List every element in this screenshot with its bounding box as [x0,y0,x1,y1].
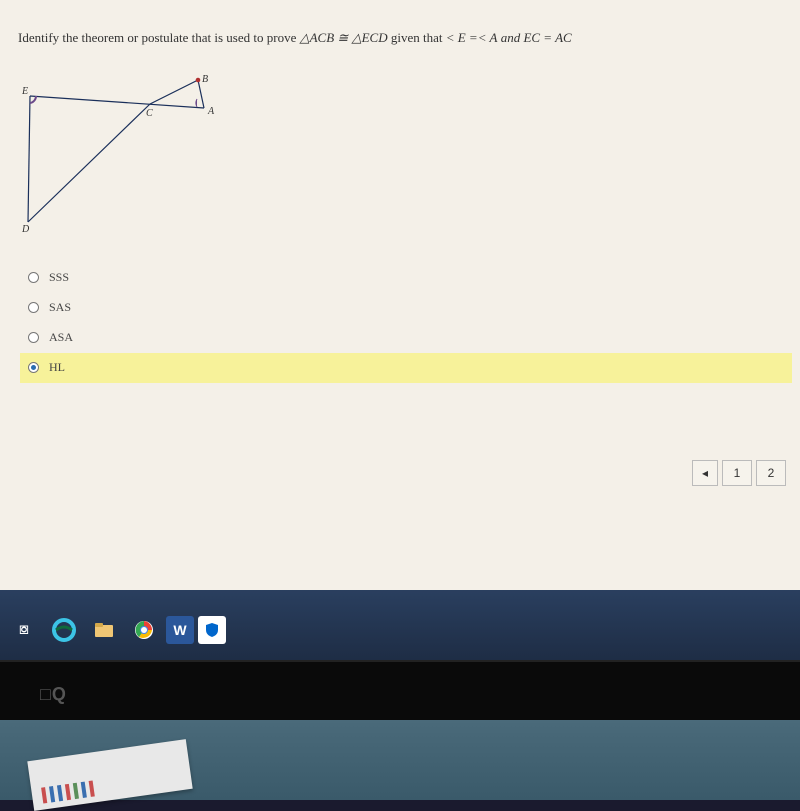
point-b-marker [196,77,201,82]
paper-binding [41,780,95,803]
binding-stripe [41,787,47,803]
line-ea [30,96,204,108]
security-icon[interactable] [198,616,226,644]
radio-sas[interactable] [28,302,39,313]
edge-icon[interactable] [46,612,82,648]
chrome-icon[interactable] [126,612,162,648]
pagination: ◂ 1 2 [692,460,786,486]
q-tri1: △ACB [300,30,335,45]
monitor-brand: □Q [40,684,67,705]
search-icon[interactable]: ⧇ [6,612,42,648]
label-b: B [202,74,208,85]
answer-options: SSS SAS ASA HL [24,263,782,383]
page-1-button[interactable]: 1 [722,460,752,486]
label-d: D [22,224,30,234]
question-text: Identify the theorem or postulate that i… [18,28,782,48]
monitor-bezel: □Q [0,660,800,720]
q-and: and [501,30,524,45]
option-sas[interactable]: SAS [24,293,782,323]
radio-hl[interactable] [28,362,39,373]
q-given: given that [391,30,446,45]
prev-page-button[interactable]: ◂ [692,460,718,486]
notebook-paper [27,739,192,811]
monitor-frame: Identify the theorem or postulate that i… [0,0,800,800]
diagram-svg: E B C A D [22,74,232,234]
angle-e [30,96,36,103]
binding-stripe [89,780,95,796]
option-sss[interactable]: SSS [24,263,782,293]
option-label: SAS [49,300,71,315]
option-label: SSS [49,270,69,285]
line-cb [150,80,198,104]
option-label: HL [49,360,65,375]
desk-surface [0,720,800,800]
binding-stripe [65,784,71,800]
option-label: ASA [49,330,73,345]
desktop-background: ⧇ W [0,590,800,660]
q-cong: ≅ [337,30,351,45]
binding-stripe [57,785,63,801]
binding-stripe [73,783,79,799]
option-hl[interactable]: HL [20,353,792,383]
q-cond2: EC = AC [523,30,571,45]
page-2-button[interactable]: 2 [756,460,786,486]
quiz-screen: Identify the theorem or postulate that i… [0,0,800,660]
binding-stripe [81,782,87,798]
q-tri2: △ECD [352,30,388,45]
windows-taskbar: ⧇ W [0,610,800,650]
q-prefix: Identify the theorem or postulate that i… [18,30,300,45]
option-asa[interactable]: ASA [24,323,782,353]
word-icon[interactable]: W [166,616,194,644]
line-cd [28,104,150,222]
q-cond1: < E =< A [446,30,498,45]
radio-asa[interactable] [28,332,39,343]
content-area: Identify the theorem or postulate that i… [0,0,800,383]
label-e: E [22,86,28,97]
radio-sss[interactable] [28,272,39,283]
explorer-icon[interactable] [86,612,122,648]
angle-a [196,99,197,107]
label-a: A [207,106,215,117]
label-c: C [146,108,153,119]
triangle-diagram: E B C A D [22,74,782,239]
line-ed [28,96,30,222]
